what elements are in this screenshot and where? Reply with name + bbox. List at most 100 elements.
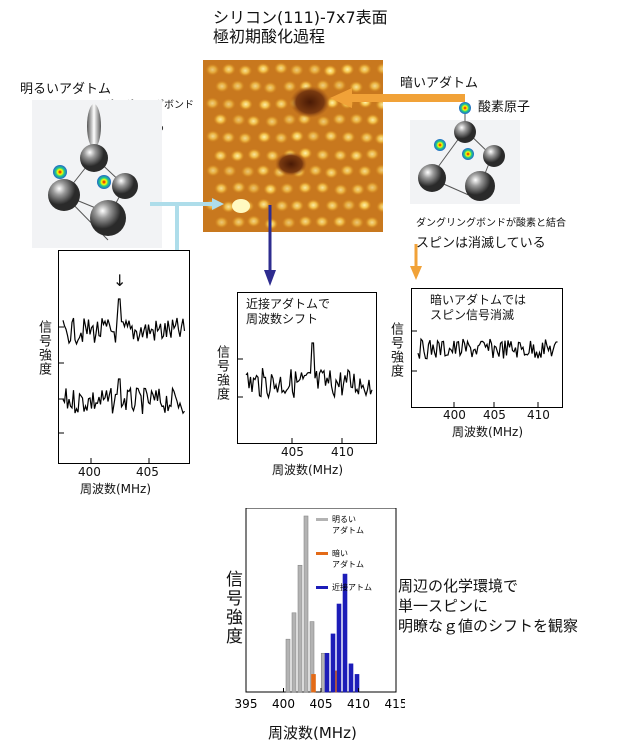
oxygen-atom	[459, 102, 471, 114]
stm-adatom-spot	[365, 148, 380, 161]
stm-adatom-spot	[349, 216, 364, 229]
dark-adatom-arrow	[330, 88, 465, 108]
x-tick-label: 400	[272, 697, 295, 711]
stm-adatom-spot	[365, 216, 380, 229]
stm-adatom-spot	[222, 164, 237, 177]
stm-adatom-spot	[246, 215, 261, 228]
x-tick-label: 410	[347, 697, 370, 711]
dark-spectrum-panel: 暗いアダトムでは スピン信号消滅	[411, 288, 563, 408]
legend-swatch	[316, 518, 328, 521]
dark-adatom-model	[410, 102, 520, 204]
stm-adatom-spot	[246, 182, 261, 195]
oxygen-atom	[434, 139, 446, 151]
atom-ball	[48, 179, 80, 211]
legend-label: アダトム	[332, 559, 364, 569]
dark-panel-note-line1: 暗いアダトムでは	[430, 293, 527, 307]
stm-adatom-spot	[374, 132, 383, 145]
histogram-bar	[311, 674, 316, 693]
stm-adatom-spot	[231, 216, 246, 229]
bright-spectrum-plot	[59, 298, 186, 463]
dangling-bond-lobe	[87, 104, 101, 148]
stm-adatom-spot	[248, 80, 263, 93]
stm-adatom-spot	[231, 113, 246, 126]
bright-xtick-405: 405	[136, 465, 159, 479]
histogram-bar	[354, 674, 360, 693]
stm-adatom-spot	[323, 130, 338, 143]
stm-adatom-spot	[221, 98, 236, 111]
stm-adatom-spot	[247, 148, 262, 161]
stm-adatom-spot	[231, 181, 246, 194]
dark-xtick-405: 405	[483, 408, 506, 422]
adatom-ball	[80, 144, 108, 172]
peak-marker: ↓	[113, 271, 127, 290]
spectrum-trace-lower	[62, 378, 185, 415]
stm-adatom-spot	[316, 115, 331, 128]
stm-adatom-spot	[274, 97, 289, 110]
bright-spectrum-panel: ↓	[58, 250, 190, 464]
stm-adatom-spot	[340, 164, 355, 177]
histogram-xlabel: 周波数(MHz)	[268, 724, 357, 742]
stm-adatom-spot	[308, 164, 323, 177]
stm-adatom-spot	[221, 200, 236, 213]
spectrum-trace	[417, 337, 558, 360]
stm-adatom-spot	[274, 199, 289, 212]
spin-spot	[97, 175, 111, 189]
stm-adatom-spot	[367, 79, 382, 92]
near-xtick-405: 405	[281, 445, 304, 459]
bright-ylabel: 信号強度	[36, 320, 51, 376]
stm-adatom-spot	[238, 132, 253, 145]
spectrum-trace-upper	[62, 298, 186, 346]
stm-adatom-spot	[257, 131, 272, 144]
stm-adatom-spot	[214, 216, 229, 229]
histogram-ylabel: 信号強度	[222, 570, 242, 646]
dark-note-1: ダングリングボンドが酸素と結合	[416, 218, 566, 229]
near-xlabel: 周波数(MHz)	[272, 463, 344, 477]
stm-adatom-spot	[357, 165, 372, 178]
stm-adatom-spot	[213, 113, 228, 126]
stm-adatom-spot	[290, 199, 305, 212]
stm-adatom-spot	[273, 62, 288, 75]
stm-adatom-spot	[350, 183, 365, 196]
dark-note-2: スピンは消滅している	[416, 236, 546, 251]
stm-adatom-spot	[359, 131, 374, 144]
oxygen-atom	[462, 148, 474, 160]
near-ylabel: 信号強度	[214, 345, 229, 401]
near-xtick-410: 410	[331, 445, 354, 459]
stm-adatom-spot	[257, 98, 272, 111]
stm-adatom-spot	[325, 199, 340, 212]
stm-adatom-spot	[307, 63, 322, 76]
legend-swatch	[316, 586, 328, 589]
stm-adatom-spot	[281, 216, 296, 229]
dark-spectrum-plot	[412, 330, 558, 407]
histogram-bar	[348, 663, 354, 693]
stm-adatom-spot	[263, 81, 278, 94]
stm-adatom-spot	[289, 64, 304, 77]
stm-adatom-spot	[263, 183, 278, 196]
stm-adatom-spot	[280, 182, 295, 195]
bright-adatom-label: 明るいアダトム	[20, 82, 112, 97]
stm-adatom-spot	[365, 113, 380, 126]
legend-label: 明るい	[332, 515, 356, 524]
bright-xlabel: 周波数(MHz)	[80, 482, 152, 496]
stm-adatom-spot	[214, 182, 229, 195]
histogram-bar	[336, 603, 342, 693]
stm-adatom-spot	[306, 130, 321, 143]
stm-adatom-spot	[238, 64, 253, 77]
stm-adatom-spot	[298, 181, 313, 194]
stm-adatom-spot	[315, 181, 330, 194]
stm-adatom-spot	[374, 164, 383, 177]
stm-adatom-spot	[221, 63, 236, 76]
summary-text: 周辺の化学環境で 単一スピンに 明瞭なｇ値のシフトを観察	[398, 576, 578, 636]
stm-adatom-spot	[341, 199, 356, 212]
title-line1: シリコン(111)-7x7表面	[213, 8, 388, 27]
near-spectrum-panel: 近接アダトムで 周波数シフト	[237, 292, 377, 444]
stm-adatom-spot	[246, 115, 261, 128]
dark-adatom-label: 暗いアダトム	[400, 76, 479, 91]
stm-adatom-spot	[238, 98, 253, 111]
stm-adatom-spot	[206, 164, 221, 177]
stm-adatom-spot	[282, 80, 297, 93]
histogram-bar	[324, 652, 330, 693]
atom-ball	[418, 164, 446, 192]
near-note-line2: 周波数シフト	[246, 312, 319, 326]
